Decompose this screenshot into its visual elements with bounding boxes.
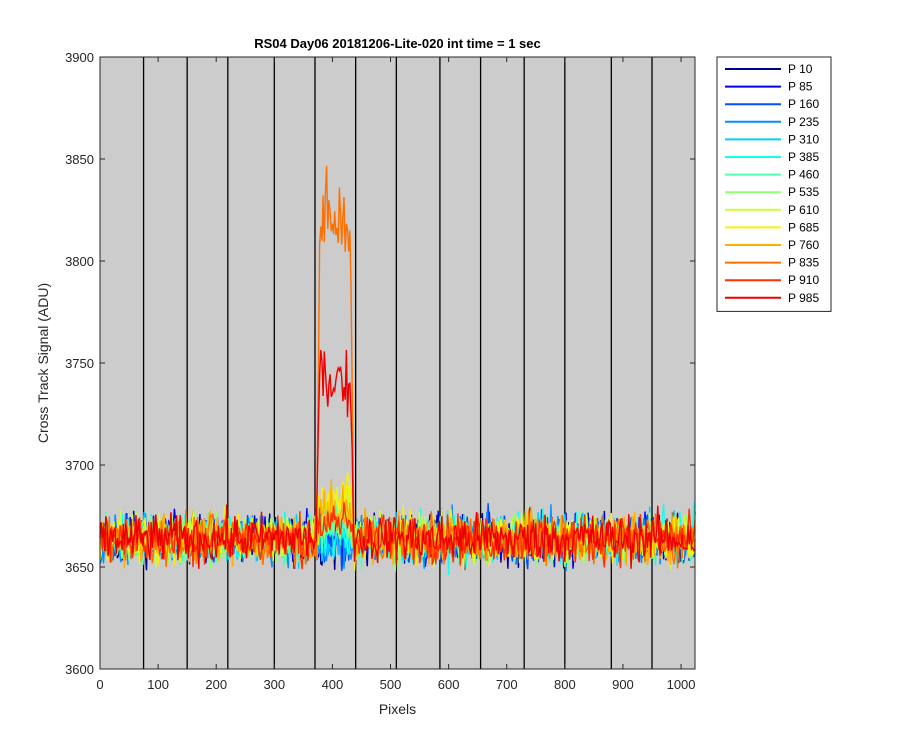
legend-box (716, 56, 832, 312)
legend-label: P 985 (788, 291, 819, 305)
x-tick-label: 300 (263, 677, 285, 692)
x-tick-label: 0 (96, 677, 103, 692)
legend-label: P 460 (788, 168, 819, 182)
y-tick-label: 3850 (65, 152, 94, 167)
legend-label: P 385 (788, 150, 819, 164)
x-tick-label: 500 (380, 677, 402, 692)
x-tick-label: 700 (496, 677, 518, 692)
y-tick-label: 3650 (65, 560, 94, 575)
y-ticks: 3600 3650 3700 3750 3800 3850 3900 (65, 50, 695, 677)
legend-label: P 535 (788, 185, 819, 199)
x-axis-label: Pixels (379, 701, 416, 717)
legend-label: P 10 (788, 62, 813, 76)
y-tick-label: 3800 (65, 254, 94, 269)
legend: P 10 P 85 P 160 P 235 P 310 P 385 P 460 P 535 P … (716, 56, 832, 312)
legend-label: P 610 (788, 203, 819, 217)
legend-label: P 235 (788, 115, 819, 129)
legend-label: P 760 (788, 238, 819, 252)
plot-area (100, 57, 695, 669)
plot-background (100, 57, 695, 669)
vertical-lines (142, 57, 653, 669)
x-tick-label: 200 (205, 677, 227, 692)
y-tick-label: 3700 (65, 458, 94, 473)
y-tick-label: 3600 (65, 662, 94, 677)
series-line-p-985 (99, 349, 696, 569)
legend-label: P 310 (788, 132, 819, 146)
x-tick-label: 800 (554, 677, 576, 692)
y-tick-label: 3900 (65, 50, 94, 65)
y-tick-label: 3750 (65, 356, 94, 371)
legend-label: P 910 (788, 273, 819, 287)
x-tick-label: 900 (612, 677, 634, 692)
x-tick-label: 400 (322, 677, 344, 692)
series-layer (99, 165, 696, 575)
legend-label: P 160 (788, 97, 819, 111)
legend-label: P 685 (788, 220, 819, 234)
legend-label: P 85 (788, 80, 813, 94)
x-tick-label: 1000 (667, 677, 696, 692)
legend-label: P 835 (788, 256, 819, 270)
chart-title: RS04 Day06 20181206-Lite-020 int time = … (254, 36, 541, 51)
x-tick-label: 600 (438, 677, 460, 692)
x-ticks: 0 100 200 300 400 500 600 700 800 900 1000 (96, 57, 696, 692)
x-tick-label: 100 (147, 677, 169, 692)
y-axis-label: Cross Track Signal (ADU) (35, 283, 51, 443)
